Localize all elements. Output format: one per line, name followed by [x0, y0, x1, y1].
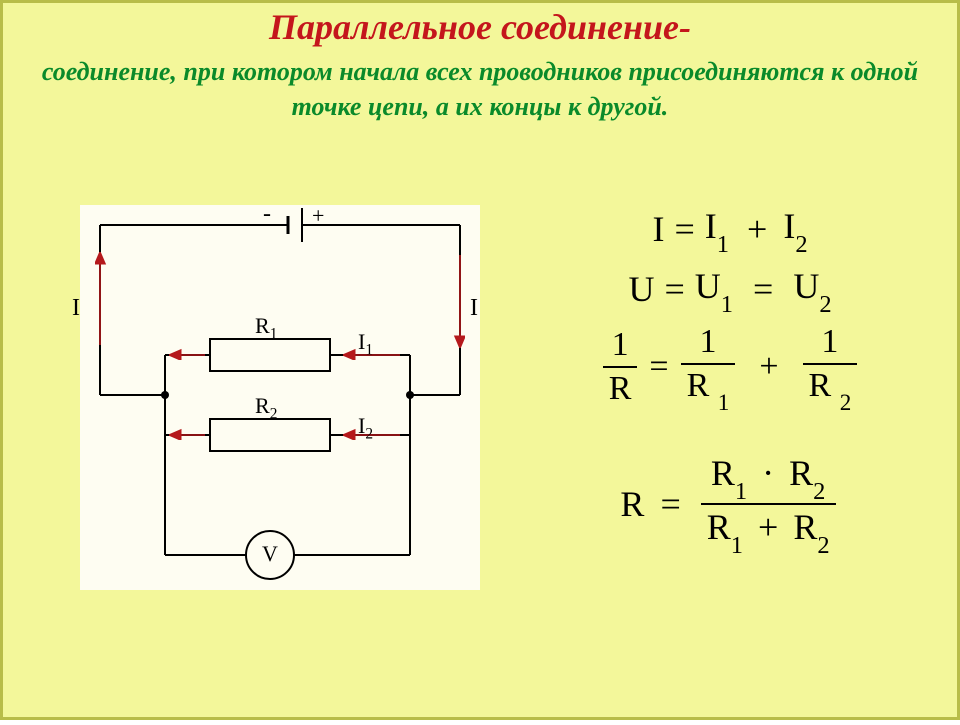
subtitle: соединение, при котором начала всех пров… [0, 54, 960, 124]
title: Параллельное соединение- [0, 6, 960, 48]
label-I-left: I [72, 295, 80, 322]
formula-resistance-reciprocal: 1 R = 1 R 1 + 1 R 2 [530, 325, 930, 409]
label-R2: R2 [255, 393, 277, 423]
label-minus: - [263, 201, 271, 228]
label-I2: I2 [358, 413, 373, 443]
circuit-svg [60, 195, 500, 600]
formula-voltage: U = U1 = U2 [530, 265, 930, 313]
label-I-right: I [470, 295, 478, 322]
label-plus: + [312, 203, 324, 229]
circuit-diagram: - + I I R1 I1 R2 I2 V [60, 195, 500, 600]
formula-current: I = I1 + I2 [530, 205, 930, 253]
formula-resistance-product: R = R1 · R2 R1 + R2 [530, 455, 930, 552]
label-I1: I1 [358, 329, 373, 359]
label-R1: R1 [255, 313, 277, 343]
formulas-block: I = I1 + I2 U = U1 = U2 1 R = 1 R 1 + 1 … [530, 205, 930, 565]
label-V: V [262, 541, 278, 567]
